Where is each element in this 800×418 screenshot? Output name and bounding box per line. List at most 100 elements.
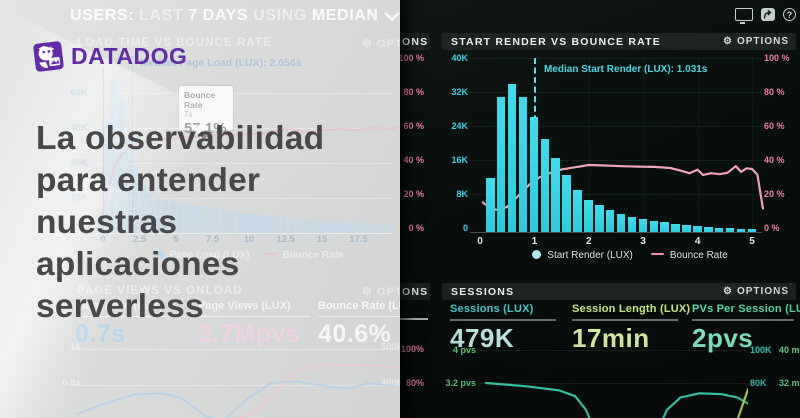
axis-tick: 80 % — [403, 87, 424, 97]
sessions-options-label: OPTIONS — [736, 286, 789, 297]
histogram-bar-faint — [296, 218, 303, 233]
page-views-options-button[interactable]: ⚙ OPTIONS — [362, 285, 400, 298]
tooltip-metric: Bounce Rate — [184, 90, 216, 110]
headline-line: para entender — [36, 162, 261, 199]
histogram-bar-faint — [281, 217, 288, 233]
axis-tick: 100 % — [400, 53, 424, 63]
histogram-bar — [584, 200, 593, 232]
median-annotation: Median Start Render (LUX): 1.031s — [544, 64, 708, 75]
axis-tick: 0 % — [408, 223, 424, 233]
histogram-bar-faint — [348, 222, 355, 233]
render-chart-plot: Median Start Render (LUX): 1.031s — [470, 58, 764, 232]
series-dash-icon — [650, 252, 664, 255]
share-arrow-glyph — [763, 10, 772, 19]
gridline — [72, 349, 398, 350]
legend-item-bounce[interactable]: Bounce Rate — [265, 250, 344, 261]
series-dot-icon — [532, 250, 542, 259]
render-x-axis-line — [470, 232, 762, 233]
gridline — [697, 58, 699, 232]
axis-tick-pair: 100K 40 min — [750, 345, 800, 355]
window-toolbar: ? — [735, 8, 796, 24]
legend-item-start-render[interactable]: Start Render (LUX) — [532, 250, 633, 261]
histogram-bar-faint — [221, 209, 228, 233]
axis-tick: 60 % — [403, 121, 424, 131]
series-dash-icon — [265, 253, 278, 255]
histogram-bar — [704, 226, 713, 232]
render-panel-title: START RENDER VS BOUNCE RATE — [451, 35, 661, 48]
axis-tick: 100 % — [764, 53, 790, 63]
monitor-icon[interactable] — [735, 8, 753, 24]
gridline — [470, 194, 762, 195]
headline-line: La observabilidad — [36, 120, 325, 157]
histogram-bar — [693, 225, 702, 232]
histogram-bar-faint — [370, 223, 377, 233]
histogram-bar — [638, 219, 648, 232]
histogram-bar-faint — [318, 220, 325, 233]
axis-tick: 5 — [749, 236, 755, 247]
cut-panel-header-2: ONS — [400, 283, 430, 300]
load-time-options-button[interactable]: ⚙ OPTIONS — [362, 37, 400, 50]
axis-tick: 80 % — [764, 87, 785, 97]
minutes-tick: 32 min — [779, 378, 800, 388]
histogram-bar-faint — [236, 212, 243, 233]
histogram-bar-faint — [244, 212, 251, 233]
sessions-panel-header: SESSIONS ⚙ OPTIONS — [442, 283, 796, 300]
legend-item-bounce-rate[interactable]: Bounce Rate — [650, 250, 728, 261]
histogram-bar — [605, 209, 615, 232]
headline-line: nuestras — [36, 204, 178, 241]
metric-session-length: Session Length (LUX) 17min — [572, 303, 690, 354]
histogram-bar — [627, 216, 637, 232]
axis-tick: 100% — [400, 344, 424, 354]
metric-pvs-label: PVs Per Session (LUX) — [692, 303, 800, 315]
share-icon[interactable] — [761, 8, 775, 21]
histogram-bar — [616, 213, 626, 232]
help-icon[interactable]: ? — [783, 8, 796, 21]
headline: La observabilidad para entender nuestras… — [36, 118, 391, 328]
axis-tick: 0 — [462, 223, 468, 233]
gridline — [643, 58, 645, 232]
axis-tick: 1 — [531, 236, 538, 247]
topbar-7days: 7 DAYS — [188, 7, 249, 24]
histogram-bar — [595, 204, 604, 232]
axis-tick: 15 — [316, 234, 328, 245]
sessions-panel-options-button[interactable]: ⚙ OPTIONS — [723, 286, 796, 297]
metric-underline — [450, 319, 556, 321]
histogram-bar-faint — [385, 224, 392, 233]
sessions-count-tick: 100K — [750, 345, 772, 355]
sessions-lines — [485, 381, 748, 418]
cut-panel-underline — [400, 318, 428, 320]
axis-tick: 40 % — [764, 155, 785, 165]
cut-panel-header-label: ONS — [402, 35, 429, 48]
axis-tick: 400K — [381, 377, 400, 389]
gridline — [95, 93, 392, 94]
axis-tick: 60 % — [764, 121, 785, 131]
histogram-bar-faint — [311, 220, 318, 233]
histogram-bar — [649, 220, 659, 232]
histogram-bar-faint — [363, 223, 370, 233]
metric-sessions: Sessions (LUX) 479K — [450, 303, 556, 354]
histogram-bar — [551, 158, 560, 232]
headline-line: serverless — [36, 288, 204, 325]
headline-line: aplicaciones — [36, 246, 240, 283]
legend-bounce-label: Bounce Rate — [282, 250, 344, 261]
histogram-bar-faint — [251, 213, 258, 233]
metric-underline — [692, 319, 794, 321]
chevron-down-icon — [384, 11, 399, 21]
datadog-logo: DATADOG — [32, 40, 187, 73]
timeframe-selector[interactable]: USERS: LAST 7 DAYS USING MEDIAN — [70, 7, 400, 25]
render-panel-options-button[interactable]: ⚙ OPTIONS — [723, 36, 796, 47]
histogram-bar — [562, 175, 571, 232]
metric-bounce-rate: Bounce Rate (LUX) 40.6% — [318, 300, 400, 349]
axis-tick: 0 % — [764, 223, 780, 233]
axis-tick: 10 — [243, 234, 255, 245]
metric-bounce-rate-value: 40.6% — [318, 320, 392, 348]
topbar-users: USERS: — [70, 7, 135, 24]
metric-underline — [198, 316, 310, 317]
histogram-bar — [518, 97, 528, 232]
topbar-last: LAST — [139, 7, 184, 24]
axis-tick: 3 — [640, 236, 646, 247]
metric-session-length-value: 17min — [572, 322, 650, 353]
histogram-bar — [540, 138, 550, 232]
axis-tick: 8K — [456, 189, 468, 199]
